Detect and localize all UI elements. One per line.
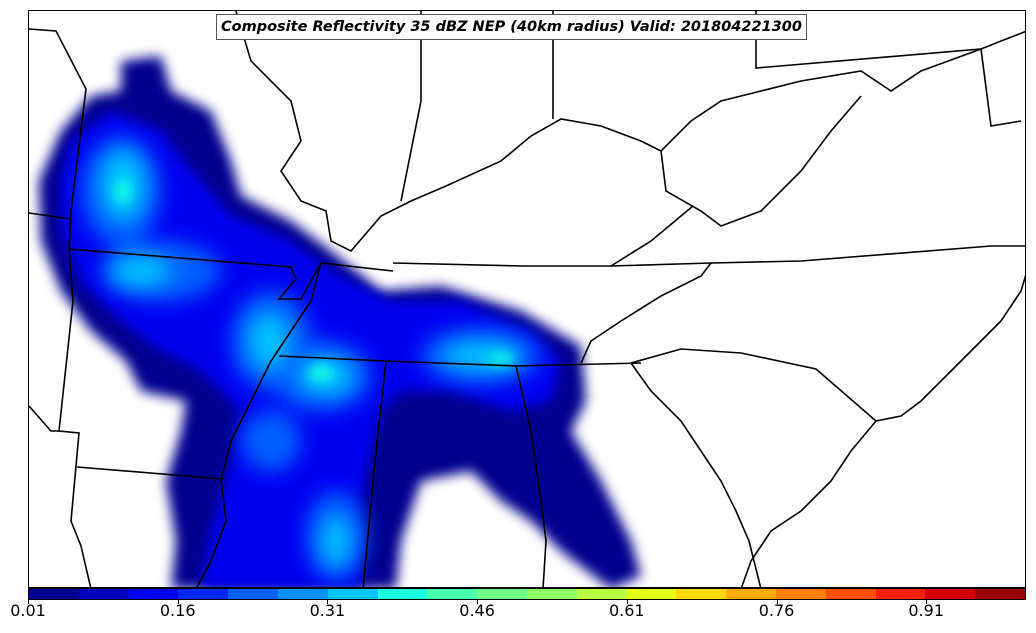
map-canvas xyxy=(29,11,1025,587)
colorbar-tick xyxy=(926,600,928,604)
colorbar-tick-label: 0.01 xyxy=(10,601,46,620)
probability-field xyxy=(39,56,641,587)
probability-map xyxy=(28,10,1026,588)
colorbar-segment xyxy=(178,589,229,599)
colorbar-segment xyxy=(676,589,727,599)
colorbar-tick xyxy=(776,600,778,604)
colorbar-segment xyxy=(228,589,278,599)
colorbar-tick-label: 0.91 xyxy=(908,601,944,620)
colorbar-tick-label: 0.31 xyxy=(309,601,346,620)
colorbar-tick xyxy=(327,600,329,604)
colorbar-segment xyxy=(377,589,428,599)
colorbar-tick xyxy=(177,600,179,604)
colorbar-segment xyxy=(78,589,129,599)
colorbar-segment xyxy=(277,589,328,599)
colorbar-segment xyxy=(875,589,926,599)
colorbar-tick-label: 0.61 xyxy=(608,601,645,620)
colorbar-segment xyxy=(925,589,976,599)
colorbar-segment xyxy=(327,589,378,599)
colorbar-segment xyxy=(975,589,1025,599)
colorbar-tick-label: 0.16 xyxy=(159,601,196,620)
colorbar-segment xyxy=(29,589,79,599)
colorbar-segment xyxy=(128,589,179,599)
colorbar-tick-label: 0.46 xyxy=(459,601,495,620)
colorbar-segment xyxy=(825,589,876,599)
colorbar-segment xyxy=(526,589,577,599)
colorbar-segment xyxy=(576,589,627,599)
colorbar-tick-label: 0.76 xyxy=(758,601,795,620)
colorbar-segment xyxy=(775,589,826,599)
colorbar-tick xyxy=(28,600,29,604)
map-title: Composite Reflectivity 35 dBZ NEP (40km … xyxy=(216,14,807,40)
colorbar-tick xyxy=(626,600,628,604)
colorbar-segment xyxy=(626,589,677,599)
colorbar-segment xyxy=(427,589,478,599)
colorbar-segment xyxy=(477,589,527,599)
colorbar-segment xyxy=(726,589,776,599)
colorbar-tick xyxy=(477,600,479,604)
colorbar xyxy=(28,588,1026,600)
state-boundaries xyxy=(29,11,1025,587)
